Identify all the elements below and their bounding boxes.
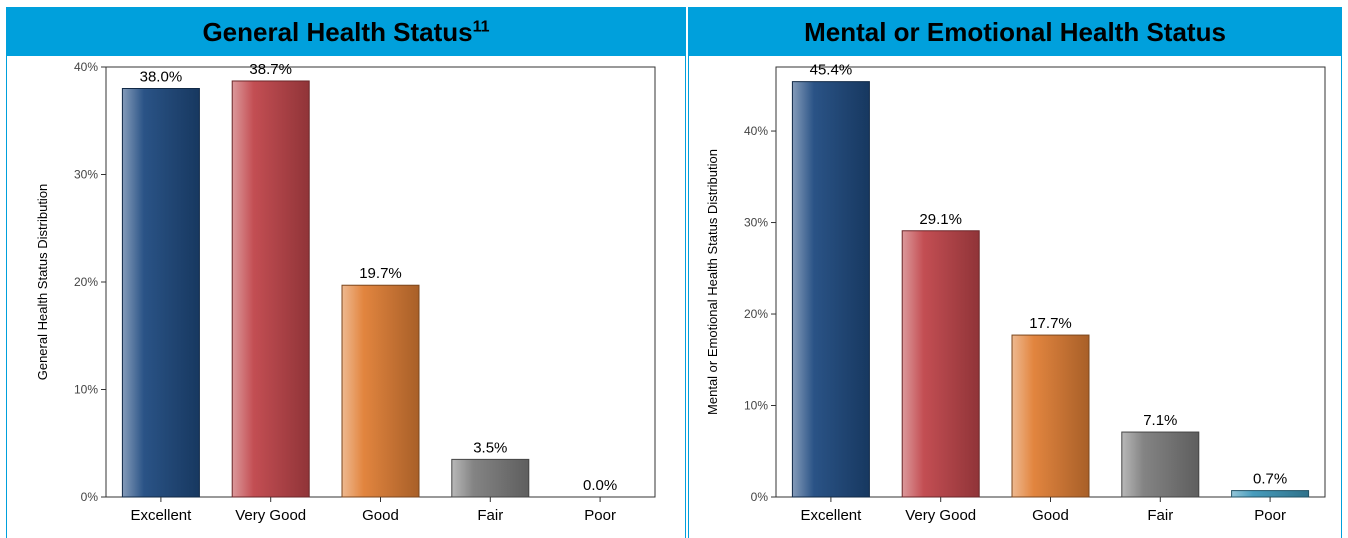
y-tick-label: 20% bbox=[744, 307, 768, 321]
x-tick-label: Good bbox=[362, 507, 399, 524]
general-health-chart: 0% 10% 20% 30% 40% General Health Status Dist… bbox=[35, 60, 656, 524]
y-tick-label: 40% bbox=[74, 60, 98, 74]
bar-good bbox=[341, 284, 420, 498]
x-tick-label: Very Good bbox=[235, 507, 306, 524]
chart-title-text: General Health Status bbox=[202, 17, 473, 47]
bar-value-label: 29.1% bbox=[919, 211, 962, 228]
chart-title: Mental or Emotional Health Status bbox=[689, 7, 1341, 56]
bar-fair bbox=[451, 458, 530, 498]
bar-fair bbox=[1121, 431, 1200, 498]
bar-value-label: 38.7% bbox=[249, 61, 292, 78]
y-tick-label: 10% bbox=[74, 383, 98, 397]
general-health-panel: General Health Status11 0% 10% 20% 30% 40% Ge… bbox=[6, 7, 686, 538]
x-tick-label: Good bbox=[1032, 507, 1069, 524]
mental-health-chart: 0% 10% 20% 30% 40% Mental or Emotional Health… bbox=[705, 62, 1326, 524]
bar-very-good bbox=[231, 80, 310, 498]
bar-good bbox=[1011, 334, 1090, 498]
x-tick-label: Fair bbox=[477, 507, 503, 524]
y-axis-label: General Health Status Distribution bbox=[35, 184, 50, 381]
x-tick-label: Very Good bbox=[905, 507, 976, 524]
bar-value-label: 38.0% bbox=[140, 69, 183, 86]
chart-title-text: Mental or Emotional Health Status bbox=[804, 17, 1226, 47]
y-tick-label: 30% bbox=[744, 216, 768, 230]
bar-very-good bbox=[901, 230, 980, 498]
mental-health-panel: Mental or Emotional Health Status 0% 10% 2… bbox=[688, 7, 1342, 538]
bar-poor bbox=[1231, 490, 1310, 498]
bar-value-label: 7.1% bbox=[1143, 412, 1177, 429]
x-tick-label: Excellent bbox=[130, 507, 192, 524]
y-tick-label: 10% bbox=[744, 399, 768, 413]
footnote-marker: 11 bbox=[472, 18, 490, 36]
chart-title: General Health Status11 bbox=[7, 7, 685, 56]
y-tick-label: 0% bbox=[81, 490, 99, 504]
bar-value-label: 0.7% bbox=[1253, 471, 1287, 488]
bar-value-label: 45.4% bbox=[810, 62, 853, 79]
bar-excellent bbox=[791, 81, 870, 498]
y-tick-label: 20% bbox=[74, 275, 98, 289]
bar-value-label: 0.0% bbox=[583, 477, 617, 494]
x-tick-label: Poor bbox=[584, 507, 616, 524]
y-tick-label: 40% bbox=[744, 124, 768, 138]
y-tick-label: 30% bbox=[74, 168, 98, 182]
x-tick-label: Poor bbox=[1254, 507, 1286, 524]
bar-excellent bbox=[121, 88, 200, 498]
y-axis-label: Mental or Emotional Health Status Distri… bbox=[705, 149, 720, 415]
bar-value-label: 17.7% bbox=[1029, 315, 1072, 332]
y-tick-label: 0% bbox=[751, 490, 769, 504]
x-tick-label: Excellent bbox=[800, 507, 862, 524]
x-tick-label: Fair bbox=[1147, 507, 1173, 524]
bar-value-label: 3.5% bbox=[473, 439, 507, 456]
bar-value-label: 19.7% bbox=[359, 265, 402, 282]
